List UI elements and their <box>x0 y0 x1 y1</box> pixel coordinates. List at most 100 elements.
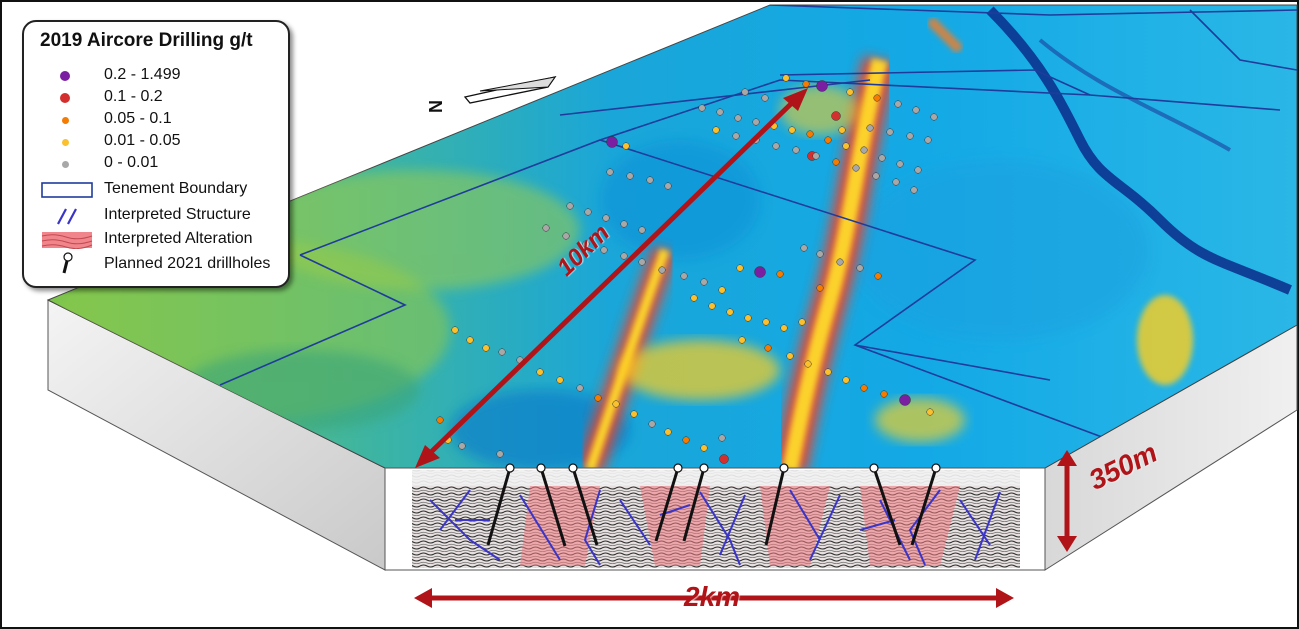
grade-1-label: 0.2 - 1.499 <box>104 66 181 83</box>
legend-grade-3: 0.05 - 0.1 <box>24 109 284 131</box>
drill-sample-point <box>806 130 814 138</box>
drill-sample-point <box>878 154 886 162</box>
drill-sample-point <box>800 244 808 252</box>
drill-sample-point <box>816 250 824 258</box>
legend-alteration: Interpreted Alteration <box>24 229 284 251</box>
north-arrow-icon <box>463 76 557 104</box>
drill-sample-point <box>664 428 672 436</box>
drill-sample-point <box>816 284 824 292</box>
drill-sample-point <box>732 132 740 140</box>
width-label: 2km <box>684 581 741 612</box>
drill-sample-point <box>924 136 932 144</box>
drill-sample-point <box>620 220 628 228</box>
grade-3-label: 0.05 - 0.1 <box>104 110 172 127</box>
drill-sample-point <box>816 80 828 92</box>
drill-sample-point <box>852 164 860 172</box>
structure-swatch-icon <box>57 208 77 225</box>
drill-sample-point <box>498 348 506 356</box>
drill-sample-point <box>873 94 881 102</box>
drill-sample-point <box>846 88 854 96</box>
grade-4-swatch <box>62 139 69 146</box>
drill-sample-point <box>764 344 772 352</box>
drill-sample-point <box>638 226 646 234</box>
drill-sample-point <box>562 232 570 240</box>
drill-sample-point <box>866 124 874 132</box>
drill-sample-point <box>542 224 550 232</box>
drillhole-swatch-icon <box>62 252 73 274</box>
drill-sample-point <box>582 240 590 248</box>
legend-structure: Interpreted Structure <box>24 205 284 227</box>
drill-sample-point <box>836 258 844 266</box>
drill-sample-point <box>842 376 850 384</box>
grade-5-label: 0 - 0.01 <box>104 154 159 171</box>
drill-sample-point <box>802 80 810 88</box>
drillholes-label: Planned 2021 drillholes <box>104 255 271 272</box>
legend-grade-2: 0.1 - 0.2 <box>24 87 284 109</box>
drill-sample-point <box>734 114 742 122</box>
legend-tenement: Tenement Boundary <box>24 179 284 201</box>
drill-sample-point <box>718 286 726 294</box>
length-arrow <box>415 88 808 468</box>
legend-grade-4: 0.01 - 0.05 <box>24 131 284 153</box>
drill-sample-point <box>648 420 656 428</box>
drill-sample-point <box>912 106 920 114</box>
magnetic-surface <box>46 4 1298 469</box>
drill-sample-point <box>741 88 749 96</box>
legend-grade-5: 0 - 0.01 <box>24 153 284 175</box>
planned-drillholes <box>486 467 938 547</box>
drill-sample-point <box>780 324 788 332</box>
drill-sample-point <box>754 266 766 278</box>
drill-sample-point <box>626 172 634 180</box>
drill-sample-point <box>842 142 850 150</box>
drill-sample-point <box>792 146 800 154</box>
drillhole-collars <box>505 463 941 473</box>
drill-sample-point <box>744 314 752 322</box>
interpreted-structures <box>429 489 1001 566</box>
drill-sample-point <box>594 394 602 402</box>
drill-sample-point <box>804 360 812 368</box>
drill-sample-point <box>698 104 706 112</box>
drill-sample-point <box>700 278 708 286</box>
drill-sample-point <box>896 160 904 168</box>
drill-collar-points <box>436 74 938 464</box>
north-label: N <box>425 100 445 113</box>
drill-sample-point <box>788 126 796 134</box>
drill-sample-point <box>860 384 868 392</box>
drill-sample-point <box>712 126 720 134</box>
drill-sample-point <box>812 152 820 160</box>
drill-sample-point <box>736 264 744 272</box>
alteration-swatch <box>41 232 93 249</box>
grade-3-swatch <box>62 117 69 124</box>
drill-sample-point <box>831 111 841 121</box>
drill-sample-point <box>622 142 630 150</box>
drill-sample-point <box>719 454 729 464</box>
legend-drillholes: Planned 2021 drillholes <box>24 252 284 276</box>
tenement-boundary-swatch <box>41 182 93 198</box>
drill-sample-point <box>782 74 790 82</box>
drill-sample-point <box>718 434 726 442</box>
drill-sample-point <box>451 326 459 334</box>
drill-sample-point <box>798 318 806 326</box>
grade-1-swatch <box>60 71 70 81</box>
drill-sample-point <box>584 208 592 216</box>
grade-2-label: 0.1 - 0.2 <box>104 88 163 105</box>
depth-arrow <box>1057 450 1077 552</box>
drill-sample-point <box>482 344 490 352</box>
drill-sample-point <box>576 384 584 392</box>
drill-sample-point <box>772 142 780 150</box>
grade-4-label: 0.01 - 0.05 <box>104 132 181 149</box>
tenement-boundaries <box>219 5 1297 441</box>
drill-sample-point <box>700 444 708 452</box>
structure-label: Interpreted Structure <box>104 206 251 223</box>
drill-sample-point <box>824 136 832 144</box>
drill-sample-point <box>536 368 544 376</box>
drill-sample-point <box>880 390 888 398</box>
grade-2-swatch <box>60 93 70 103</box>
drill-sample-point <box>496 450 504 458</box>
drill-sample-point <box>726 308 734 316</box>
drill-sample-point <box>606 168 614 176</box>
drill-sample-point <box>680 272 688 280</box>
drill-sample-point <box>708 302 716 310</box>
drill-sample-point <box>761 94 769 102</box>
